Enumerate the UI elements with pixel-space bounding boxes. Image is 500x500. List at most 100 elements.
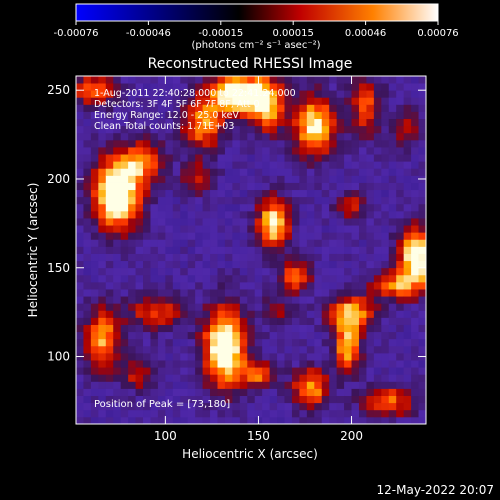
heatmap-cell	[284, 324, 293, 333]
heatmap-cell	[336, 381, 345, 389]
heatmap-cell	[217, 416, 226, 425]
heatmap-cell	[98, 161, 107, 169]
heatmap-cell	[187, 303, 196, 311]
heatmap-cell	[254, 395, 263, 404]
heatmap-cell	[202, 374, 211, 382]
heatmap-cell	[388, 274, 397, 283]
colorbar-tick-label: 0.00046	[345, 28, 386, 39]
heatmap-cell	[411, 416, 419, 425]
heatmap-cell	[172, 289, 181, 297]
heatmap-cell	[195, 409, 203, 418]
heatmap-cell	[381, 175, 390, 183]
heatmap-cell	[299, 296, 308, 304]
heatmap-cell	[247, 345, 256, 354]
heatmap-cell	[336, 147, 345, 155]
heatmap-cell	[262, 374, 271, 382]
heatmap-cell	[277, 210, 285, 219]
heatmap-cell	[143, 90, 151, 98]
heatmap-cell	[396, 395, 405, 404]
heatmap-cell	[120, 118, 129, 127]
heatmap-cell	[358, 310, 367, 318]
heatmap-cell	[358, 154, 367, 162]
heatmap-cell	[135, 388, 144, 396]
heatmap-cell	[202, 260, 211, 269]
heatmap-cell	[180, 367, 189, 375]
heatmap-cell	[329, 218, 338, 226]
heatmap-cell	[83, 331, 92, 340]
heatmap-cell	[165, 367, 174, 375]
heatmap-cell	[418, 118, 427, 127]
heatmap-cell	[336, 296, 345, 304]
heatmap-cell	[366, 281, 375, 290]
heatmap-cell	[195, 182, 203, 191]
heatmap-cell	[284, 154, 293, 162]
heatmap-cell	[291, 324, 300, 333]
heatmap-cell	[239, 388, 248, 396]
heatmap-cell	[105, 218, 114, 226]
heatmap-cell	[128, 274, 136, 283]
heatmap-cell	[83, 260, 92, 269]
heatmap-cell	[217, 324, 226, 333]
heatmap-cell	[157, 203, 166, 212]
heatmap-cell	[254, 132, 263, 141]
heatmap-cell	[180, 246, 189, 254]
heatmap-cell	[239, 360, 248, 368]
heatmap-cell	[202, 352, 211, 361]
heatmap-cell	[291, 260, 300, 269]
heatmap-cell	[217, 210, 226, 219]
heatmap-cell	[157, 253, 166, 262]
heatmap-cell	[336, 281, 345, 290]
heatmap-cell	[366, 83, 375, 91]
heatmap-cell	[239, 345, 248, 354]
heatmap-cell	[336, 239, 345, 247]
heatmap-cell	[373, 381, 382, 389]
heatmap-cell	[344, 97, 352, 105]
heatmap-cell	[210, 296, 218, 304]
heatmap-cell	[210, 267, 218, 276]
heatmap-cell	[98, 388, 107, 396]
heatmap-cell	[321, 409, 330, 418]
heatmap-cell	[403, 253, 412, 262]
heatmap-cell	[172, 196, 181, 205]
heatmap-cell	[224, 416, 233, 425]
heatmap-cell	[157, 310, 166, 318]
heatmap-cell	[321, 345, 330, 354]
heatmap-cell	[396, 161, 405, 169]
heatmap-cell	[358, 345, 367, 354]
heatmap-cell	[224, 360, 233, 368]
heatmap-cell	[165, 360, 174, 368]
heatmap-cell	[262, 338, 271, 347]
heatmap-cell	[187, 218, 196, 226]
heatmap-cell	[217, 111, 226, 120]
heatmap-cell	[195, 360, 203, 368]
heatmap-cell	[113, 210, 122, 219]
heatmap-cell	[329, 416, 338, 425]
heatmap-cell	[403, 175, 412, 183]
heatmap-cell	[143, 175, 151, 183]
heatmap-cell	[269, 111, 278, 120]
heatmap-cell	[351, 225, 360, 233]
heatmap-cell	[358, 260, 367, 269]
heatmap-cell	[373, 324, 382, 333]
heatmap-cell	[262, 388, 271, 396]
heatmap-cell	[105, 289, 114, 297]
heatmap-cell	[344, 125, 352, 134]
heatmap-cell	[291, 267, 300, 276]
heatmap-cell	[120, 90, 129, 98]
heatmap-cell	[239, 367, 248, 375]
heatmap-cell	[291, 289, 300, 297]
heatmap-cell	[98, 97, 107, 105]
heatmap-cell	[98, 182, 107, 191]
heatmap-cell	[254, 345, 263, 354]
heatmap-cell	[90, 416, 99, 425]
heatmap-cell	[165, 310, 174, 318]
heatmap-cell	[90, 182, 99, 191]
heatmap-cell	[135, 409, 144, 418]
heatmap-cell	[210, 381, 218, 389]
heatmap-cell	[262, 104, 271, 112]
heatmap-cell	[165, 345, 174, 354]
heatmap-cell	[217, 76, 226, 84]
heatmap-cell	[195, 367, 203, 375]
heatmap-cell	[269, 402, 278, 411]
heatmap-cell	[172, 402, 181, 411]
